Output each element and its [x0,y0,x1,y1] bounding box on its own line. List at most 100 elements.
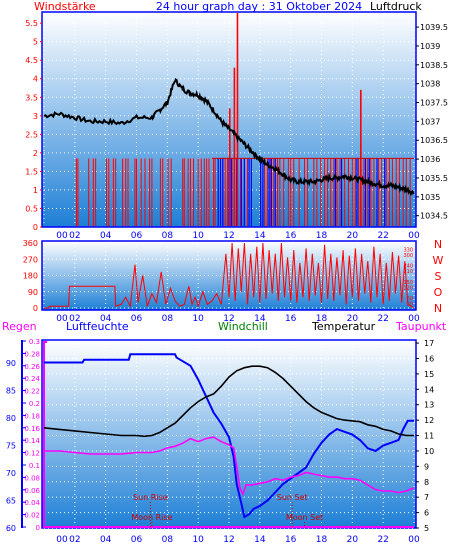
temp-tick-label: 12 [424,416,434,425]
x-tick-label: 02 [69,231,80,241]
annotation-label: Moon Rise [131,513,172,522]
label-temperature: Temperatur [311,320,376,333]
x-tick-label: 18 [316,535,328,545]
rain-tick-label: 0.1 [29,462,40,470]
wind-direction-series [44,242,415,309]
wind-tick-label: 3 [33,112,38,121]
rain-tick-label: 0 [36,524,40,532]
direction-minor-label: 210 [403,269,413,275]
x-tick-label: 00 [56,231,68,241]
wind-tick-label: 0.5 [25,204,38,213]
wind-tick-label: 2 [33,149,38,158]
humidity-series [44,353,414,519]
direction-minor-label: 300 [403,253,413,259]
temp-tick-label: 15 [424,370,434,379]
pressure-series [43,78,415,197]
header-left-label: Windstärke [34,0,96,13]
temp-tick-label: 9 [424,462,429,471]
panel-direction-grid [43,242,415,309]
x-tick-label: 20 [347,314,359,324]
rain-tick-label: 0.12 [24,450,40,458]
x-tick-label: 12 [223,314,234,324]
rain-tick-label: 0.04 [24,499,40,507]
temp-tick-label: 6 [424,509,429,518]
humidity-tick-label: 65 [6,497,16,506]
direction-tick-label: 180 [23,272,38,281]
x-tick-label: 08 [162,535,174,545]
x-tick-label: 12 [223,231,234,241]
pressure-tick-label: 1035.5 [420,174,448,183]
x-tick-label: 20 [347,231,359,241]
rain-tick-label: 0.24 [24,375,40,383]
pressure-line [43,78,415,197]
humidity-tick-label: 60 [6,524,16,533]
x-tick-label: 08 [162,314,174,324]
direction-tick-label: 90 [28,288,38,297]
x-tick-label: 20 [347,535,359,545]
compass-label: O [434,286,443,299]
rain-tick-label: 0.28 [24,350,40,358]
x-tick-label: 22 [377,231,388,241]
x-tick-label: 16 [285,535,297,545]
x-tick-label: 02 [69,314,80,324]
temp-tick-label: 11 [424,432,434,441]
wind-tick-label: 1.5 [25,167,38,176]
wind-tick-label: 1 [33,186,38,195]
direction-tick-label: 270 [23,255,38,264]
x-tick-label: 12 [223,535,234,545]
humidity-tick-label: 85 [6,387,16,396]
temp-tick-label: 5 [424,524,429,533]
rain-tick-label: 0.08 [24,474,40,482]
label-windchill: Windchill [218,320,268,333]
wind-direction-line [44,242,415,309]
x-tick-label: 02 [69,535,80,545]
x-tick-label: 14 [254,231,266,241]
x-tick-label: 14 [254,314,266,324]
rain-tick-label: 0.22 [24,388,40,396]
x-tick-label: 14 [254,535,266,545]
direction-minor-label: 120 [403,285,413,291]
x-tick-label: 00 [56,535,68,545]
temp-tick-label: 16 [424,354,434,363]
rain-tick-label: 0.06 [24,487,40,495]
temp-tick-label: 14 [424,385,434,394]
wind-tick-label: 4 [33,75,38,84]
wind-tick-label: 0 [33,223,38,232]
pressure-tick-label: 1038.5 [420,61,448,70]
dewpoint-series [44,436,415,497]
x-tick-label: 10 [192,231,204,241]
annotation-label: Sun Set [277,493,308,502]
pressure-tick-label: 1039 [420,42,440,51]
rain-tick-label: 0.3 [29,338,40,346]
x-tick-label: 00 [56,314,68,324]
rain-tick-label: 0.16 [24,425,40,433]
temp-tick-label: 17 [424,339,434,348]
wind-bars [75,13,414,226]
humidity-tick-label: 70 [6,469,16,478]
rain-tick-label: 0.26 [24,363,40,371]
direction-tick-label: 360 [23,239,38,248]
annotation-label: Sun Rise [133,493,168,502]
panel-temperature-axes: 5 6 7 8 9 10 11 12 13 14 15 16 17 60 65 70 75 80 85 90 0 0.02… [6,338,434,545]
wind-tick-label: 4.5 [25,56,38,65]
x-tick-label: 08 [162,231,174,241]
humidity-tick-label: 90 [6,359,16,368]
compass-label: N [434,302,442,315]
chart-title: 24 hour graph day : 31 Oktober 2024 [156,0,362,13]
x-tick-label: 06 [131,535,143,545]
x-tick-label: 18 [316,314,328,324]
pressure-tick-label: 1035 [420,193,440,202]
pressure-tick-label: 1036.5 [420,136,448,145]
pressure-tick-label: 1038 [420,80,440,89]
label-humidity: Luftfeuchte [66,320,129,333]
wind-tick-label: 2.5 [25,130,38,139]
wind-tick-label: 3.5 [25,93,38,102]
x-tick-label: 16 [285,314,297,324]
x-tick-label: 00 [408,231,420,241]
wind-tick-label: 5.5 [25,19,38,28]
x-tick-label: 10 [192,535,204,545]
x-tick-label: 00 [408,314,420,324]
x-tick-label: 04 [100,535,112,545]
